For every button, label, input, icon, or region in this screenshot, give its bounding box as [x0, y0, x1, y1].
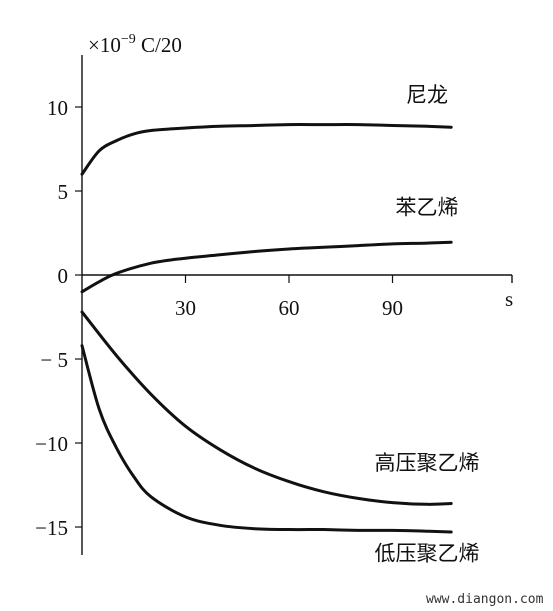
axes: 30 60 90 10 5 0 − 5 −10 −15: [35, 55, 513, 555]
y-tick-label: −15: [35, 516, 68, 540]
y-tick-label: 0: [58, 264, 69, 288]
y-unit-prefix: ×10: [88, 33, 121, 57]
y-unit-exponent: −9: [121, 32, 136, 47]
series-line-2: [80, 310, 453, 506]
series-label-1: 苯乙烯: [396, 196, 459, 220]
series-label-2: 高压聚乙烯: [375, 451, 480, 475]
series-label-3: 低压聚乙烯: [375, 542, 480, 566]
series-lines: [80, 123, 453, 534]
series-label-0: 尼龙: [406, 83, 448, 107]
y-tick-label: 5: [58, 180, 69, 204]
series-line-0: [80, 123, 453, 176]
x-unit-label: s: [505, 287, 513, 311]
series-line-1: [80, 240, 453, 294]
y-tick-label: −10: [35, 432, 68, 456]
y-tick-label: 10: [47, 96, 68, 120]
y-tick-label: − 5: [40, 348, 68, 372]
x-tick-label: 60: [279, 296, 300, 320]
watermark: www.diangon.com: [426, 592, 544, 607]
series-line-3: [80, 344, 453, 534]
y-unit-suffix: C/20: [136, 33, 182, 57]
y-unit-label: ×10−9 C/20: [88, 32, 182, 57]
x-tick-label: 90: [382, 296, 403, 320]
x-tick-label: 30: [175, 296, 196, 320]
